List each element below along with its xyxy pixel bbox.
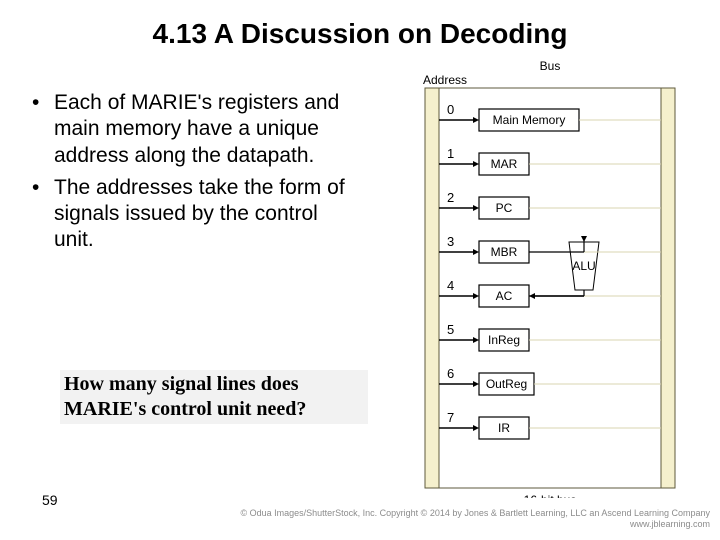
svg-text:ALU: ALU: [572, 259, 595, 273]
svg-text:IR: IR: [498, 421, 510, 435]
svg-text:6: 6: [447, 366, 454, 381]
svg-text:Main Memory: Main Memory: [493, 113, 566, 127]
svg-text:AC: AC: [496, 289, 513, 303]
bullet-item: • The addresses take the form of signals…: [32, 175, 362, 254]
svg-text:OutReg: OutReg: [486, 377, 527, 391]
svg-text:3: 3: [447, 234, 454, 249]
bullet-item: • Each of MARIE's registers and main mem…: [32, 90, 362, 169]
slide-title: 4.13 A Discussion on Decoding: [0, 18, 720, 50]
svg-text:0: 0: [447, 102, 454, 117]
svg-text:1: 1: [447, 146, 454, 161]
svg-text:MBR: MBR: [491, 245, 518, 259]
bullet-dot-icon: •: [32, 175, 54, 254]
bullet-list: • Each of MARIE's registers and main mem…: [32, 90, 362, 260]
page-number: 59: [42, 492, 58, 508]
copyright-text: © Odua Images/ShutterStock, Inc. Copyrig…: [240, 508, 710, 530]
svg-text:2: 2: [447, 190, 454, 205]
svg-text:7: 7: [447, 410, 454, 425]
svg-text:Address: Address: [423, 73, 467, 87]
bus-diagram: Bus Address 16-bit bus ALU 0 Main Memory 1 MAR 2…: [395, 58, 705, 498]
svg-text:PC: PC: [496, 201, 513, 215]
question-text: How many signal lines does MARIE's contr…: [60, 370, 368, 424]
bullet-text: The addresses take the form of signals i…: [54, 175, 362, 254]
svg-text:MAR: MAR: [491, 157, 518, 171]
bullet-text: Each of MARIE's registers and main memor…: [54, 90, 362, 169]
bullet-dot-icon: •: [32, 90, 54, 169]
svg-text:16-bit bus: 16-bit bus: [524, 493, 577, 498]
svg-text:InReg: InReg: [488, 333, 520, 347]
svg-text:Bus: Bus: [540, 59, 561, 73]
svg-text:4: 4: [447, 278, 454, 293]
svg-text:5: 5: [447, 322, 454, 337]
